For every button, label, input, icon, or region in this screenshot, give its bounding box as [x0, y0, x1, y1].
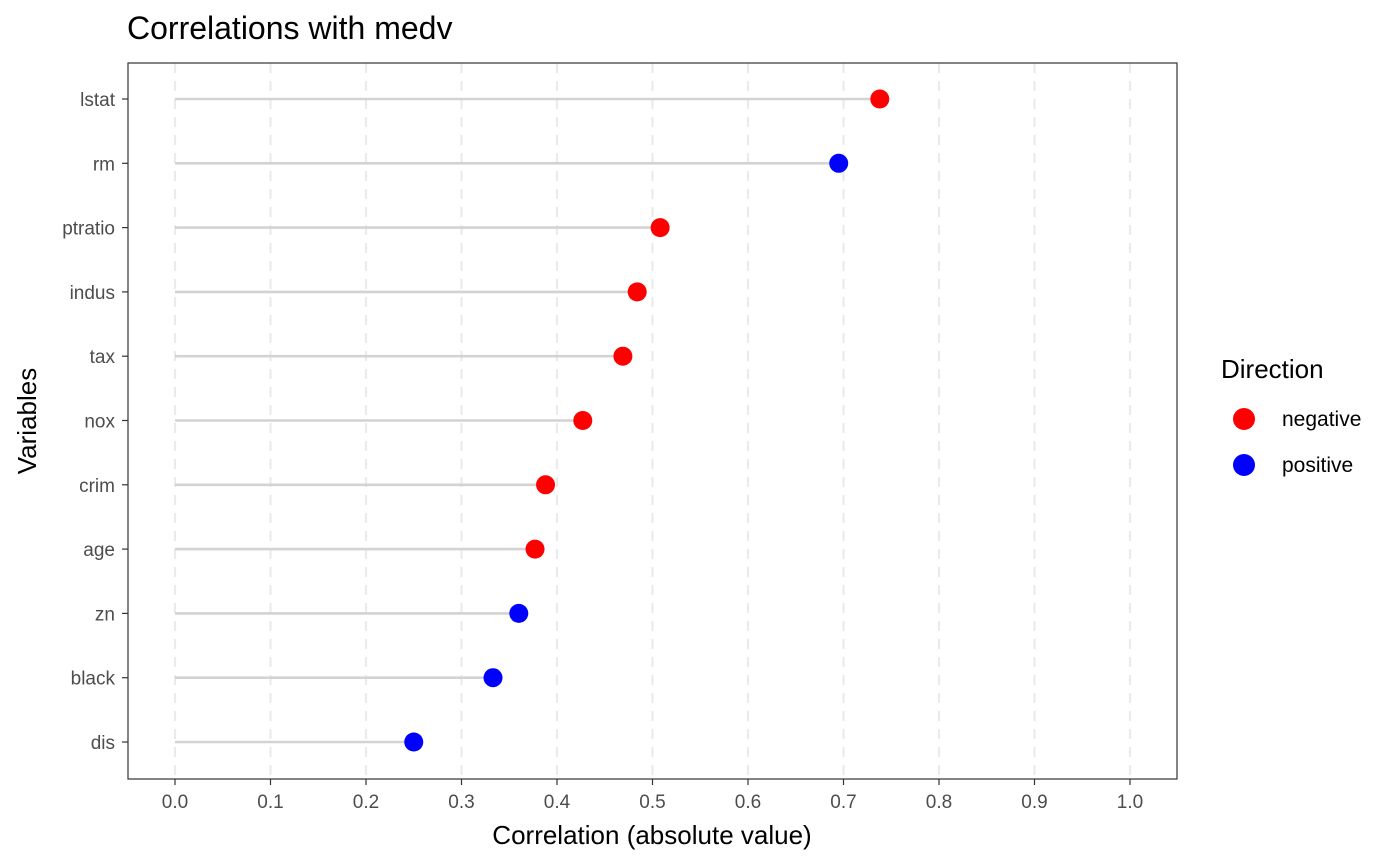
- x-tick-label: 0.1: [257, 792, 283, 813]
- x-tick-label: 0.6: [735, 792, 761, 813]
- x-tick-label: 0.8: [926, 792, 952, 813]
- x-axis: 0.0 0.1 0.2 0.3 0.4 0.5 0.6 0.7 0.8 0.9 1.0: [162, 779, 1143, 813]
- point-crim: [536, 475, 556, 495]
- x-tick-label: 0.2: [353, 792, 379, 813]
- y-axis: lstat rm ptratio indus tax nox crim age zn black d…: [62, 90, 128, 754]
- grid-lines: [173, 63, 1132, 779]
- point-zn: [509, 603, 529, 623]
- point-black: [483, 668, 503, 688]
- x-tick-label: 0.9: [1021, 792, 1047, 813]
- y-tick-label: tax: [90, 347, 116, 368]
- y-tick-label: zn: [95, 604, 115, 625]
- legend-key-positive: [1233, 454, 1255, 476]
- legend-key-negative: [1233, 408, 1255, 430]
- point-ptratio: [650, 218, 670, 238]
- x-tick-label: 0.3: [448, 792, 474, 813]
- chart-title: Correlations with medv: [127, 10, 452, 46]
- legend-label-negative: negative: [1282, 408, 1361, 431]
- data-points: [404, 89, 890, 752]
- point-age: [525, 539, 545, 559]
- y-tick-label: ptratio: [62, 219, 115, 240]
- y-tick-label: age: [83, 540, 115, 561]
- x-tick-label: 0.5: [639, 792, 665, 813]
- x-tick-label: 0.0: [162, 792, 188, 813]
- x-tick-label: 0.4: [544, 792, 571, 813]
- x-axis-title: Correlation (absolute value): [492, 820, 811, 850]
- legend-label-positive: positive: [1282, 454, 1353, 477]
- y-tick-label: nox: [84, 412, 115, 433]
- legend-title: Direction: [1221, 354, 1324, 384]
- y-tick-label: black: [71, 669, 116, 690]
- point-dis: [404, 732, 424, 752]
- point-nox: [573, 411, 593, 430]
- point-rm: [829, 153, 849, 173]
- y-tick-label: rm: [93, 154, 115, 175]
- point-lstat: [870, 89, 890, 109]
- point-indus: [627, 282, 647, 302]
- y-tick-label: dis: [91, 733, 115, 754]
- x-tick-label: 1.0: [1117, 792, 1143, 813]
- y-tick-label: lstat: [80, 90, 116, 111]
- y-axis-title: Variables: [12, 368, 42, 474]
- lollipop-stems: [175, 97, 880, 744]
- y-tick-label: crim: [79, 476, 115, 497]
- legend: Direction negative positive: [1221, 354, 1361, 477]
- x-tick-label: 0.7: [830, 792, 856, 813]
- y-tick-label: indus: [70, 283, 115, 304]
- point-tax: [613, 346, 633, 366]
